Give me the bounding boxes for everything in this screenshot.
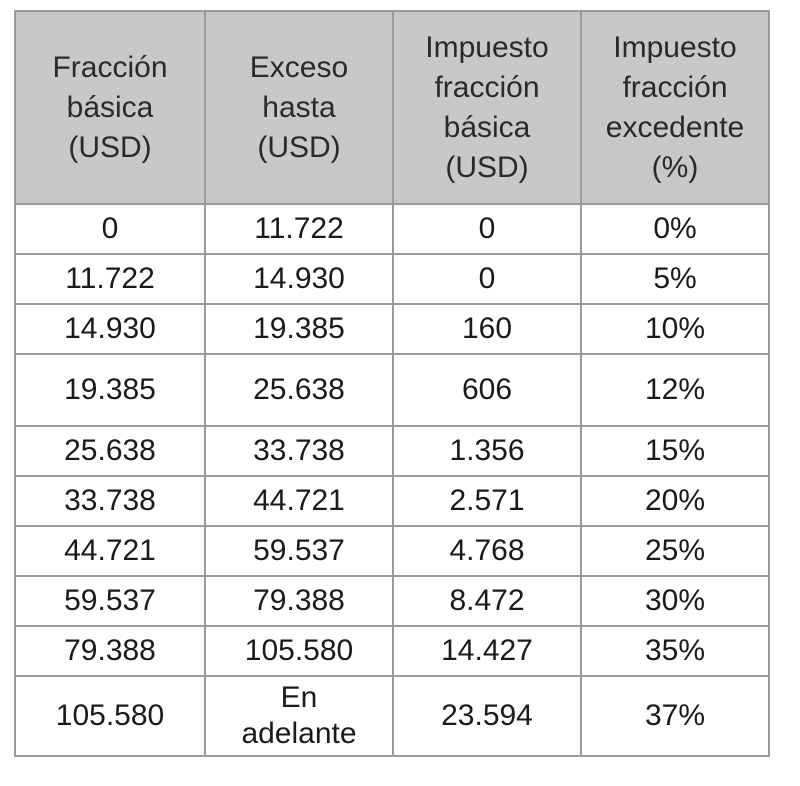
table-row: 19.385 25.638 606 12% (14, 353, 770, 427)
table-header: Fracción básica (USD) Exceso hasta (USD)… (14, 10, 770, 205)
cell-fraccion-basica: 19.385 (14, 353, 206, 427)
cell-fraccion-basica: 25.638 (14, 425, 206, 477)
cell-impuesto-basica: 23.594 (392, 675, 582, 757)
cell-impuesto-basica: 8.472 (392, 575, 582, 627)
cell-impuesto-basica: 4.768 (392, 525, 582, 577)
cell-exceso-hasta: 14.930 (204, 253, 394, 305)
table-row: 0 11.722 0 0% (14, 203, 770, 255)
cell-impuesto-basica: 606 (392, 353, 582, 427)
cell-exceso-hasta: En adelante (204, 675, 394, 757)
cell-impuesto-excedente: 25% (580, 525, 770, 577)
cell-impuesto-excedente: 35% (580, 625, 770, 677)
table-row: 79.388 105.580 14.427 35% (14, 625, 770, 677)
tax-bracket-table-container: Fracción básica (USD) Exceso hasta (USD)… (14, 10, 770, 757)
table-row: 11.722 14.930 0 5% (14, 253, 770, 305)
cell-fraccion-basica: 59.537 (14, 575, 206, 627)
cell-impuesto-excedente: 37% (580, 675, 770, 757)
table-row: 14.930 19.385 160 10% (14, 303, 770, 355)
cell-exceso-hasta-text: En adelante (241, 681, 357, 750)
cell-exceso-hasta: 25.638 (204, 353, 394, 427)
cell-impuesto-basica: 0 (392, 203, 582, 255)
cell-fraccion-basica: 79.388 (14, 625, 206, 677)
cell-impuesto-basica: 2.571 (392, 475, 582, 527)
table-row: 59.537 79.388 8.472 30% (14, 575, 770, 627)
header-impuesto-fraccion-basica: Impuesto fracción básica (USD) (392, 10, 582, 205)
cell-fraccion-basica: 33.738 (14, 475, 206, 527)
cell-exceso-hasta: 11.722 (204, 203, 394, 255)
cell-impuesto-basica: 160 (392, 303, 582, 355)
table-row: 25.638 33.738 1.356 15% (14, 425, 770, 477)
header-impuesto-fraccion-excedente: Impuesto fracción excedente (%) (580, 10, 770, 205)
header-fraccion-basica: Fracción básica (USD) (14, 10, 206, 205)
cell-fraccion-basica: 11.722 (14, 253, 206, 305)
cell-impuesto-excedente: 0% (580, 203, 770, 255)
cell-impuesto-excedente: 10% (580, 303, 770, 355)
table-body: 0 11.722 0 0% 11.722 14.930 0 5% 14.930 … (14, 203, 770, 757)
cell-exceso-hasta: 59.537 (204, 525, 394, 577)
table-row: 44.721 59.537 4.768 25% (14, 525, 770, 577)
cell-impuesto-basica: 0 (392, 253, 582, 305)
cell-impuesto-excedente: 15% (580, 425, 770, 477)
cell-fraccion-basica: 44.721 (14, 525, 206, 577)
cell-fraccion-basica: 14.930 (14, 303, 206, 355)
cell-impuesto-excedente: 12% (580, 353, 770, 427)
cell-exceso-hasta: 33.738 (204, 425, 394, 477)
cell-fraccion-basica: 105.580 (14, 675, 206, 757)
cell-fraccion-basica: 0 (14, 203, 206, 255)
header-row: Fracción básica (USD) Exceso hasta (USD)… (14, 10, 770, 205)
header-exceso-hasta: Exceso hasta (USD) (204, 10, 394, 205)
cell-exceso-hasta: 19.385 (204, 303, 394, 355)
table-row: 105.580 En adelante 23.594 37% (14, 675, 770, 757)
cell-impuesto-basica: 14.427 (392, 625, 582, 677)
cell-exceso-hasta: 105.580 (204, 625, 394, 677)
table-row: 33.738 44.721 2.571 20% (14, 475, 770, 527)
cell-exceso-hasta: 79.388 (204, 575, 394, 627)
cell-impuesto-excedente: 20% (580, 475, 770, 527)
tax-bracket-table: Fracción básica (USD) Exceso hasta (USD)… (14, 10, 770, 757)
cell-impuesto-excedente: 30% (580, 575, 770, 627)
cell-impuesto-excedente: 5% (580, 253, 770, 305)
cell-impuesto-basica: 1.356 (392, 425, 582, 477)
cell-exceso-hasta: 44.721 (204, 475, 394, 527)
